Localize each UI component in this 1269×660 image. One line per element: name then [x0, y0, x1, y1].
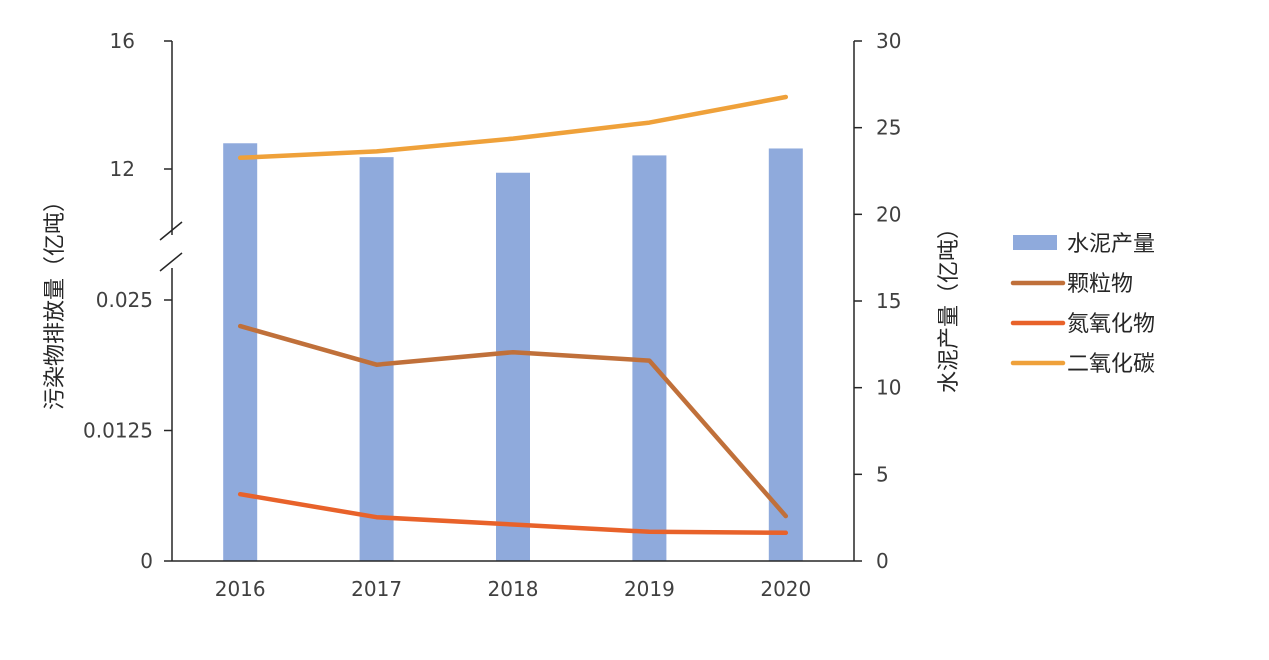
- legend-label-氮氧化物: 氮氧化物: [1067, 312, 1155, 337]
- tick-labels: 16 12 0.025 0.0125 0 30 25 20 15 10 5 0 2016 2017 2018…: [83, 29, 901, 601]
- bar-2018: [496, 172, 530, 561]
- left-lower-tick-label: 0.0125: [83, 419, 153, 443]
- line-颗粒物: [237, 323, 789, 519]
- right-tick-label: 30: [876, 29, 901, 53]
- cement-bars: [223, 143, 803, 561]
- x-tick-label-2016: 2016: [215, 577, 266, 601]
- left-lower-tick-label: 0: [140, 549, 153, 573]
- left-axis-title: 污染物排放量（亿吨）: [43, 190, 68, 410]
- series-lines: [237, 94, 789, 536]
- legend-label-颗粒物: 颗粒物: [1067, 272, 1133, 297]
- right-tick-label: 15: [876, 289, 901, 313]
- x-tick-label-2019: 2019: [624, 577, 675, 601]
- bar-2020: [768, 148, 803, 561]
- right-tick-label: 5: [876, 462, 889, 486]
- right-tick-label: 25: [876, 116, 901, 140]
- axes: [159, 40, 862, 562]
- right-tick-label: 20: [876, 202, 901, 226]
- x-tick-label-2017: 2017: [351, 577, 402, 601]
- right-tick-label: 0: [876, 549, 889, 573]
- left-lower-tick-label: 0.025: [96, 288, 153, 312]
- bar-2017: [359, 157, 394, 561]
- x-tick-label-2018: 2018: [488, 577, 539, 601]
- right-tick-label: 10: [876, 376, 901, 400]
- legend-label-水泥产量: 水泥产量: [1067, 232, 1155, 257]
- axis-break-mark-2: [159, 252, 183, 272]
- line-二氧化碳: [237, 94, 789, 161]
- legend-swatch-水泥产量: [1013, 235, 1057, 250]
- right-axis-title: 水泥产量（亿吨）: [937, 217, 962, 393]
- left-upper-tick-label: 16: [110, 29, 135, 53]
- axis-break-mark-1: [159, 221, 183, 241]
- bar-2016: [223, 143, 258, 561]
- x-tick-label-2020: 2020: [760, 577, 811, 601]
- line-氮氧化物: [237, 491, 789, 536]
- legend-label-二氧化碳: 二氧化碳: [1067, 352, 1155, 377]
- left-upper-tick-label: 12: [110, 157, 135, 181]
